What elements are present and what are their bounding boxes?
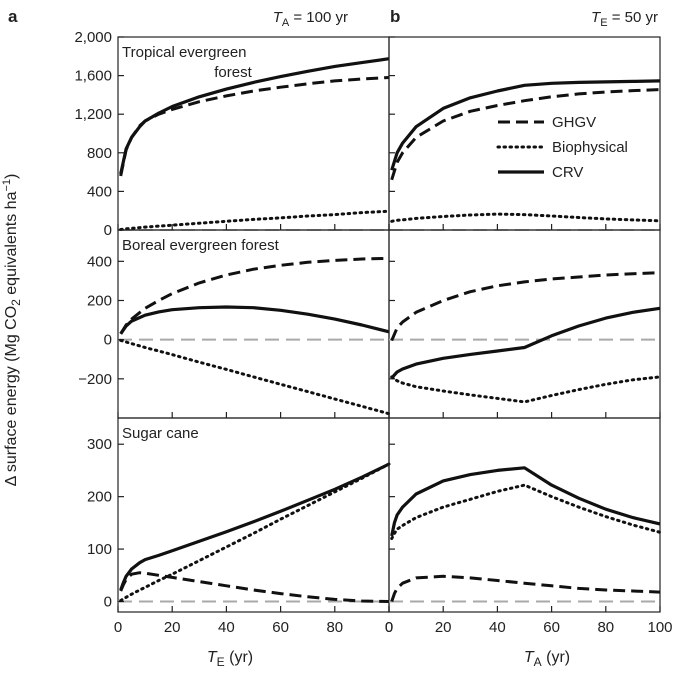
panel-boreal-left: −200 0 200 400 Boreal evergreen forest — [78, 229, 395, 419]
panel-tropical-left: 0 400 800 1,200 1,600 2,000 Tropical evergreen… — [74, 29, 395, 239]
left-param-label: TA = 100 yr — [273, 9, 348, 29]
panel-label-b: b — [390, 7, 400, 26]
x-tick-label: 80 — [597, 619, 614, 636]
x-tick-label: 0 — [385, 619, 393, 636]
y-axis-title: Δ surface energy (Mg CO2 equivalents ha−… — [1, 174, 23, 487]
y-tick-label: 1,600 — [74, 68, 112, 85]
x-axis-title-right: TA (yr) — [524, 649, 570, 669]
series-crv-line — [119, 462, 390, 591]
x-tick-label: 0 — [385, 619, 393, 636]
x-tick-label: 20 — [164, 619, 181, 636]
series-biophysical-line — [119, 338, 391, 416]
panel-title: Boreal evergreen forest — [122, 237, 280, 254]
panel-title: Sugar cane — [122, 425, 199, 442]
panel-label-a: a — [8, 7, 18, 26]
series-crv-line — [390, 306, 661, 379]
series-crv-line — [390, 466, 661, 537]
series-crv-line — [119, 57, 390, 175]
y-tick-label: 1,200 — [74, 106, 112, 123]
series-ghgv-line — [119, 256, 390, 335]
legend-entry-biophysical: Biophysical — [496, 139, 628, 156]
legend-label: CRV — [552, 164, 583, 181]
panel-frame — [388, 417, 661, 613]
series-ghgv-line — [119, 76, 390, 177]
panel-sugarcane-right: 0 20 40 60 80 100 — [385, 417, 673, 636]
y-tick-label: 2,000 — [74, 29, 112, 46]
x-tick-label: 20 — [435, 619, 452, 636]
panel-sugarcane-left: 0 100 200 300 0 20 40 60 80 0 Sugar cane — [87, 417, 395, 636]
panel-boreal-right — [388, 229, 662, 419]
legend-label: Biophysical — [552, 139, 628, 156]
y-tick-label: 300 — [87, 436, 112, 453]
right-param-label: TE = 50 yr — [591, 9, 658, 29]
panel-title: forest — [214, 64, 252, 81]
y-tick-label: −200 — [78, 371, 112, 388]
panel-frame — [117, 417, 390, 613]
x-tick-label: 60 — [543, 619, 560, 636]
x-tick-label: 40 — [489, 619, 506, 636]
y-tick-label: 0 — [104, 222, 112, 239]
series-biophysical-line — [390, 483, 662, 541]
series-biophysical-line — [390, 375, 662, 404]
panel-frame — [388, 36, 661, 231]
legend: GHGV Biophysical CRV — [496, 114, 628, 181]
series-ghgv-line — [390, 88, 661, 181]
y-tick-label: 200 — [87, 293, 112, 310]
x-tick-label: 60 — [272, 619, 289, 636]
x-tick-label: 100 — [647, 619, 672, 636]
series-biophysical-line — [119, 209, 391, 231]
legend-entry-ghgv: GHGV — [498, 114, 596, 131]
y-tick-label: 400 — [87, 183, 112, 200]
legend-entry-crv: CRV — [498, 164, 583, 181]
y-tick-label: 400 — [87, 253, 112, 270]
panel-title: Tropical evergreen — [122, 44, 247, 61]
series-ghgv-line — [390, 574, 661, 602]
x-axis-title-left: TE (yr) — [207, 649, 253, 669]
y-tick-label: 0 — [104, 332, 112, 349]
series-ghgv-line — [119, 571, 390, 603]
series-crv-line — [390, 79, 661, 171]
y-tick-label: 800 — [87, 145, 112, 162]
y-tick-label: 200 — [87, 489, 112, 506]
x-tick-label: 0 — [114, 619, 122, 636]
series-biophysical-line — [119, 462, 391, 602]
series-crv-line — [119, 305, 390, 335]
y-tick-label: 100 — [87, 541, 112, 558]
x-tick-label: 80 — [326, 619, 343, 636]
panel-tropical-right — [388, 36, 662, 231]
panel-frame — [117, 229, 390, 419]
x-tick-label: 40 — [218, 619, 235, 636]
panel-frame — [388, 229, 661, 419]
series-biophysical-line — [390, 212, 662, 223]
series-ghgv-line — [390, 271, 661, 342]
y-tick-label: 0 — [104, 594, 112, 611]
legend-label: GHGV — [552, 114, 596, 131]
